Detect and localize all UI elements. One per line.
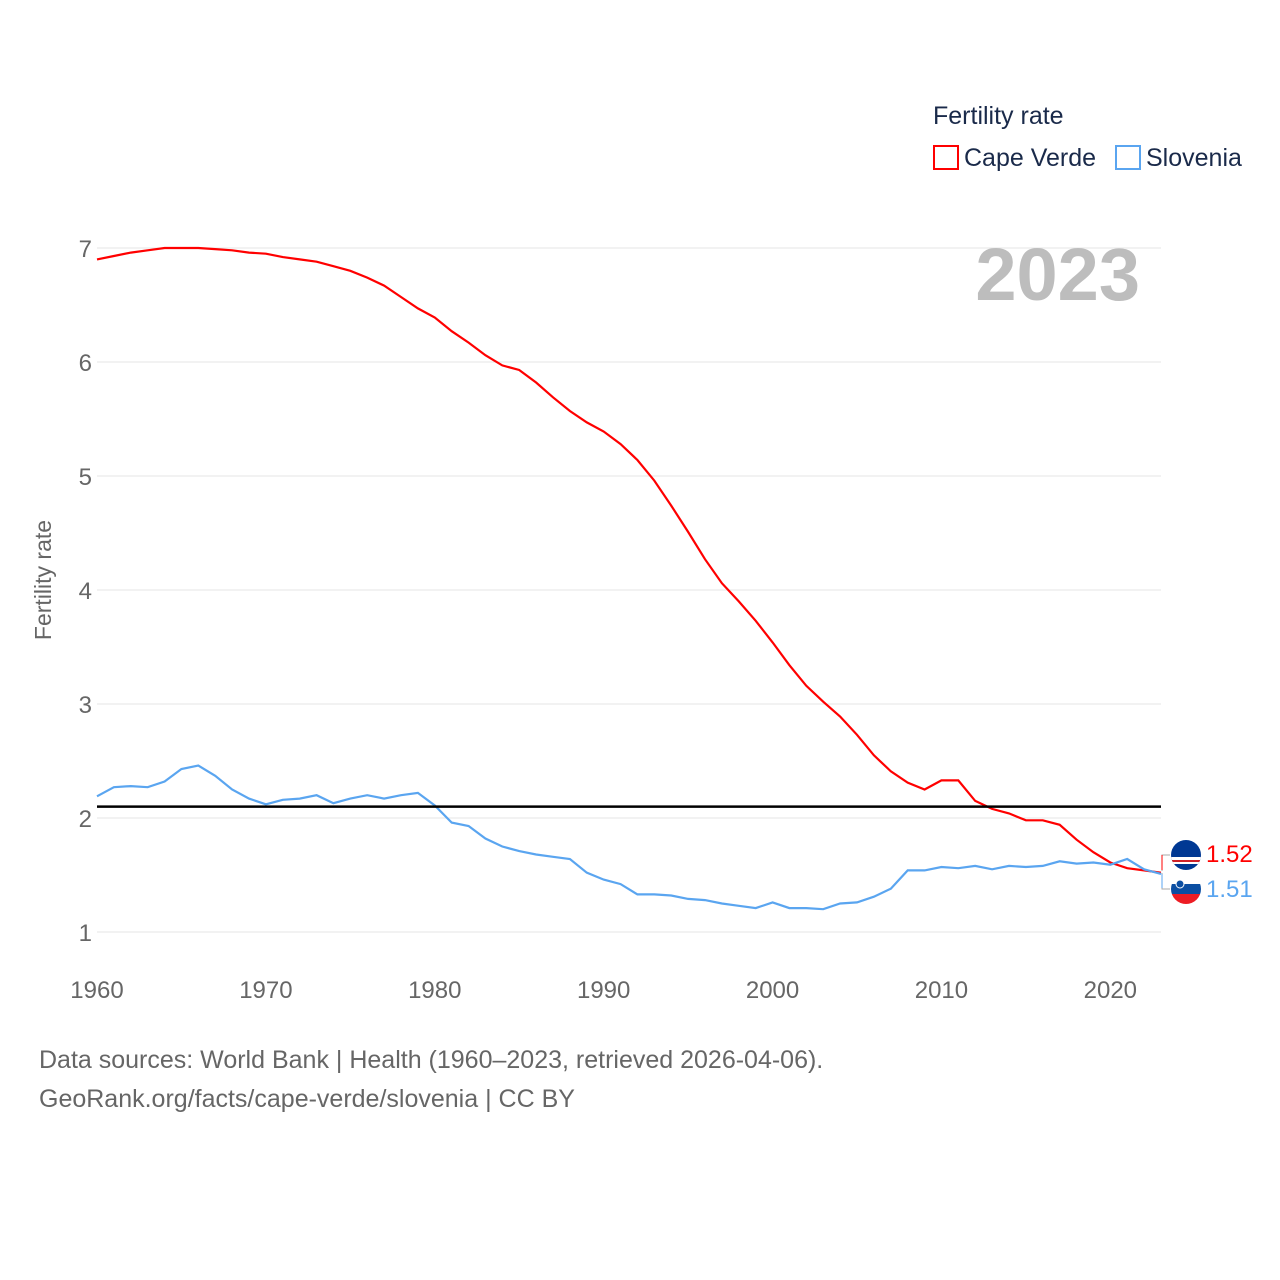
y-tick-label: 3 [79,692,92,719]
source-link[interactable]: GeoRank.org/facts/cape-verde/slovenia | … [39,1085,575,1113]
series-line-slovenia[interactable] [96,764,1162,911]
y-axis-label: Fertility rate [30,520,56,640]
y-tick-label: 5 [79,464,92,491]
data-source-text: Data sources: World Bank | Health (1960–… [39,1046,824,1074]
end-value-cape-verde: 1.52 [1206,841,1253,868]
x-tick-label: 1960 [70,977,123,1004]
year-label: 2023 [975,233,1140,316]
x-tick-label: 1970 [239,977,292,1004]
series-line-cape-verde[interactable] [96,246,1162,874]
x-tick-label: 2000 [746,977,799,1004]
x-tick-label: 2020 [1084,977,1137,1004]
x-tick-label: 1980 [408,977,461,1004]
legend-swatch-cape-verde[interactable] [933,145,959,170]
legend-title: Fertility rate [933,102,1064,130]
y-tick-label: 7 [79,236,92,263]
cape-verde-flag-icon [1171,840,1201,870]
legend-label-cape-verde[interactable]: Cape Verde [964,144,1096,172]
end-value-slovenia: 1.51 [1206,876,1253,903]
legend-label-slovenia[interactable]: Slovenia [1146,144,1242,172]
y-tick-label: 4 [79,578,92,605]
y-tick-label: 6 [79,350,92,377]
end-label-connector [1161,854,1170,890]
y-tick-label: 1 [79,920,92,947]
x-tick-label: 2010 [915,977,968,1004]
legend-swatch-slovenia[interactable] [1115,145,1141,170]
y-tick-label: 2 [79,806,92,833]
fertility-chart: 1 2 3 4 5 6 7 1960 1970 1980 1990 2000 2010 2020 Fer… [30,102,1253,1004]
x-tick-label: 1990 [577,977,630,1004]
slovenia-flag-icon [1171,874,1201,904]
